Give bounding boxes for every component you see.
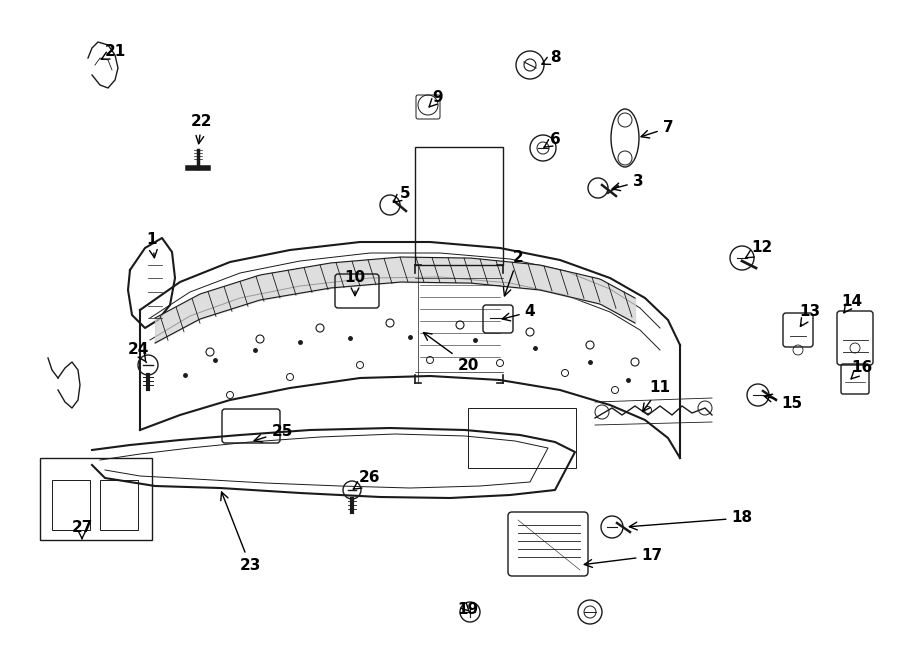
- Bar: [415, 147, 503, 265]
- Text: 8: 8: [542, 50, 561, 65]
- Bar: [40, 458, 152, 540]
- Text: 24: 24: [127, 342, 148, 363]
- Text: 20: 20: [424, 332, 479, 373]
- Text: 21: 21: [101, 44, 126, 59]
- Text: 3: 3: [612, 175, 643, 190]
- Text: 6: 6: [544, 132, 561, 147]
- Text: 4: 4: [502, 305, 536, 321]
- Text: 15: 15: [764, 394, 803, 410]
- Text: 19: 19: [457, 602, 479, 617]
- Text: 5: 5: [393, 186, 410, 202]
- Text: 16: 16: [851, 360, 873, 379]
- Text: 25: 25: [254, 424, 292, 442]
- Text: 9: 9: [429, 91, 444, 107]
- Text: 1: 1: [147, 233, 158, 258]
- Text: 22: 22: [191, 114, 212, 143]
- Text: 18: 18: [629, 510, 752, 530]
- Bar: [468, 408, 576, 468]
- Text: 14: 14: [842, 295, 862, 313]
- Text: 23: 23: [220, 492, 261, 572]
- Text: 26: 26: [354, 471, 381, 489]
- Text: 2: 2: [503, 251, 524, 296]
- Text: 17: 17: [584, 549, 662, 567]
- Text: 10: 10: [345, 270, 365, 295]
- Text: 12: 12: [745, 241, 772, 258]
- Text: 27: 27: [71, 520, 93, 539]
- Bar: [52, 480, 90, 530]
- Bar: [100, 480, 138, 530]
- Text: 11: 11: [643, 381, 670, 412]
- Text: 7: 7: [641, 120, 673, 138]
- Text: 13: 13: [799, 305, 821, 327]
